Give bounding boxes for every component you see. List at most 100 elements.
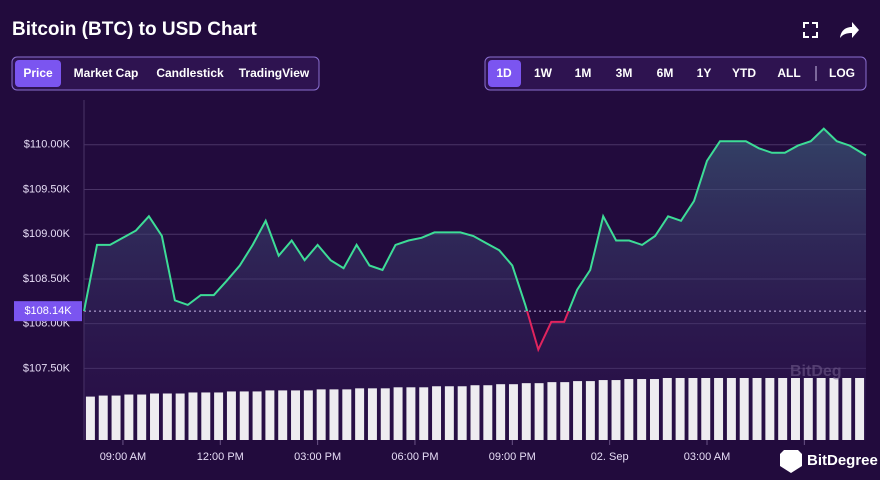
volume-bar bbox=[111, 395, 121, 440]
volume-bar bbox=[470, 385, 480, 440]
tab[interactable]: Price bbox=[23, 66, 53, 80]
y-tick-label: $109.50K bbox=[23, 183, 71, 195]
volume-bar bbox=[637, 379, 647, 440]
volume-bar bbox=[252, 391, 262, 440]
volume-bar bbox=[419, 387, 429, 440]
page-title: Bitcoin (BTC) to USD Chart bbox=[12, 19, 258, 40]
range-button[interactable]: 3M bbox=[616, 66, 633, 80]
fullscreen-icon[interactable] bbox=[803, 22, 818, 38]
x-tick-label: 09:00 AM bbox=[100, 451, 146, 463]
range-group bbox=[484, 56, 867, 91]
range-button[interactable]: 1D bbox=[496, 66, 512, 80]
volume-bar bbox=[342, 389, 352, 440]
volume-bar bbox=[380, 388, 390, 440]
price-badge bbox=[14, 301, 82, 322]
logo-text: BitDegree bbox=[807, 452, 878, 469]
volume-bar bbox=[791, 378, 800, 440]
volume-bar bbox=[778, 378, 788, 440]
x-tick-label: 09:00 PM bbox=[489, 451, 536, 463]
volume-bar bbox=[265, 390, 275, 440]
volume-bar bbox=[496, 384, 506, 440]
volume-bar bbox=[355, 388, 365, 440]
volume-bar bbox=[752, 378, 762, 440]
share-icon[interactable] bbox=[840, 22, 859, 38]
volume-bar bbox=[406, 387, 416, 440]
tab-active bbox=[15, 60, 61, 87]
range-button[interactable]: 6M bbox=[657, 66, 674, 80]
y-tick-label: $107.50K bbox=[23, 362, 71, 374]
volume-bar bbox=[175, 393, 185, 440]
volume-bar bbox=[214, 392, 224, 440]
volume-bar bbox=[829, 378, 839, 440]
volume-bar bbox=[701, 378, 711, 440]
watermark: BitDeg bbox=[790, 363, 842, 380]
volume-bar bbox=[162, 393, 172, 440]
range-button[interactable]: 1M bbox=[575, 66, 592, 80]
volume-bar bbox=[624, 379, 634, 440]
volume-bar bbox=[688, 378, 698, 440]
volume-bar bbox=[816, 378, 826, 440]
volume-bar bbox=[188, 392, 198, 440]
volume-bar bbox=[508, 384, 518, 440]
volume-bar bbox=[765, 378, 775, 440]
volume-bar bbox=[150, 393, 159, 440]
tab-group bbox=[11, 56, 320, 91]
price-area bbox=[84, 128, 866, 440]
range-button[interactable]: LOG bbox=[829, 66, 855, 80]
volume-bar bbox=[367, 388, 377, 440]
volume-bar bbox=[278, 390, 288, 440]
logo-icon bbox=[780, 450, 802, 473]
volume-bar bbox=[855, 378, 865, 440]
volume-bar bbox=[803, 378, 813, 440]
x-tick-label: 02. Sep bbox=[591, 451, 629, 463]
y-tick-label: $110.00K bbox=[24, 139, 71, 151]
volume-bar bbox=[226, 391, 236, 440]
volume-bar bbox=[726, 378, 736, 440]
volume-bar bbox=[662, 378, 672, 440]
volume-bar bbox=[329, 389, 339, 440]
volume-bar bbox=[560, 382, 570, 440]
price-badge-label: $108.14K bbox=[24, 305, 72, 317]
volume-bar bbox=[85, 396, 95, 440]
volume-bar bbox=[611, 380, 621, 440]
range-button[interactable]: 1W bbox=[534, 66, 553, 80]
x-tick-label: 06:00 PM bbox=[391, 451, 438, 463]
volume-bar bbox=[573, 381, 583, 440]
x-tick-label: 12:00 PM bbox=[197, 451, 244, 463]
volume-bar bbox=[444, 386, 454, 440]
volume-bar bbox=[239, 391, 249, 440]
tab[interactable]: Candlestick bbox=[156, 66, 224, 80]
volume-bar bbox=[201, 392, 211, 440]
x-tick-label: 03:00 AM bbox=[684, 451, 730, 463]
volume-bar bbox=[124, 394, 134, 440]
tab[interactable]: Market Cap bbox=[74, 66, 139, 80]
volume-bar bbox=[842, 378, 852, 440]
volume-bar bbox=[432, 386, 442, 440]
volume-bar bbox=[547, 382, 557, 440]
volume-bar bbox=[291, 390, 301, 440]
tab[interactable]: TradingView bbox=[239, 66, 310, 80]
volume-bar bbox=[316, 389, 326, 440]
volume-bar bbox=[585, 381, 595, 440]
x-tick-label: 03:00 PM bbox=[294, 451, 341, 463]
volume-bar bbox=[649, 379, 659, 440]
range-active bbox=[488, 60, 521, 87]
volume-bar bbox=[534, 383, 544, 440]
volume-bar bbox=[303, 390, 313, 440]
volume-bar bbox=[675, 378, 685, 440]
volume-bar bbox=[521, 383, 531, 440]
volume-bar bbox=[714, 378, 724, 440]
volume-bar bbox=[137, 394, 147, 440]
range-button[interactable]: 1Y bbox=[697, 66, 712, 80]
range-button[interactable]: ALL bbox=[777, 66, 800, 80]
y-tick-label: $109.00K bbox=[23, 228, 71, 240]
y-tick-label: $108.50K bbox=[23, 273, 71, 285]
volume-bar bbox=[457, 386, 467, 440]
volume-bar bbox=[393, 387, 403, 440]
volume-bar bbox=[739, 378, 749, 440]
volume-bar bbox=[483, 385, 493, 440]
price-line bbox=[83, 127, 867, 312]
range-button[interactable]: YTD bbox=[732, 66, 756, 80]
volume-bar bbox=[98, 395, 108, 440]
